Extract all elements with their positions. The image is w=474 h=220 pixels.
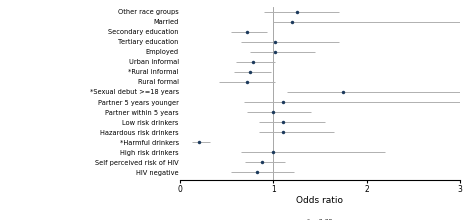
Text: *p<0.05: *p<0.05: [307, 219, 333, 220]
X-axis label: Odds ratio: Odds ratio: [296, 196, 344, 205]
